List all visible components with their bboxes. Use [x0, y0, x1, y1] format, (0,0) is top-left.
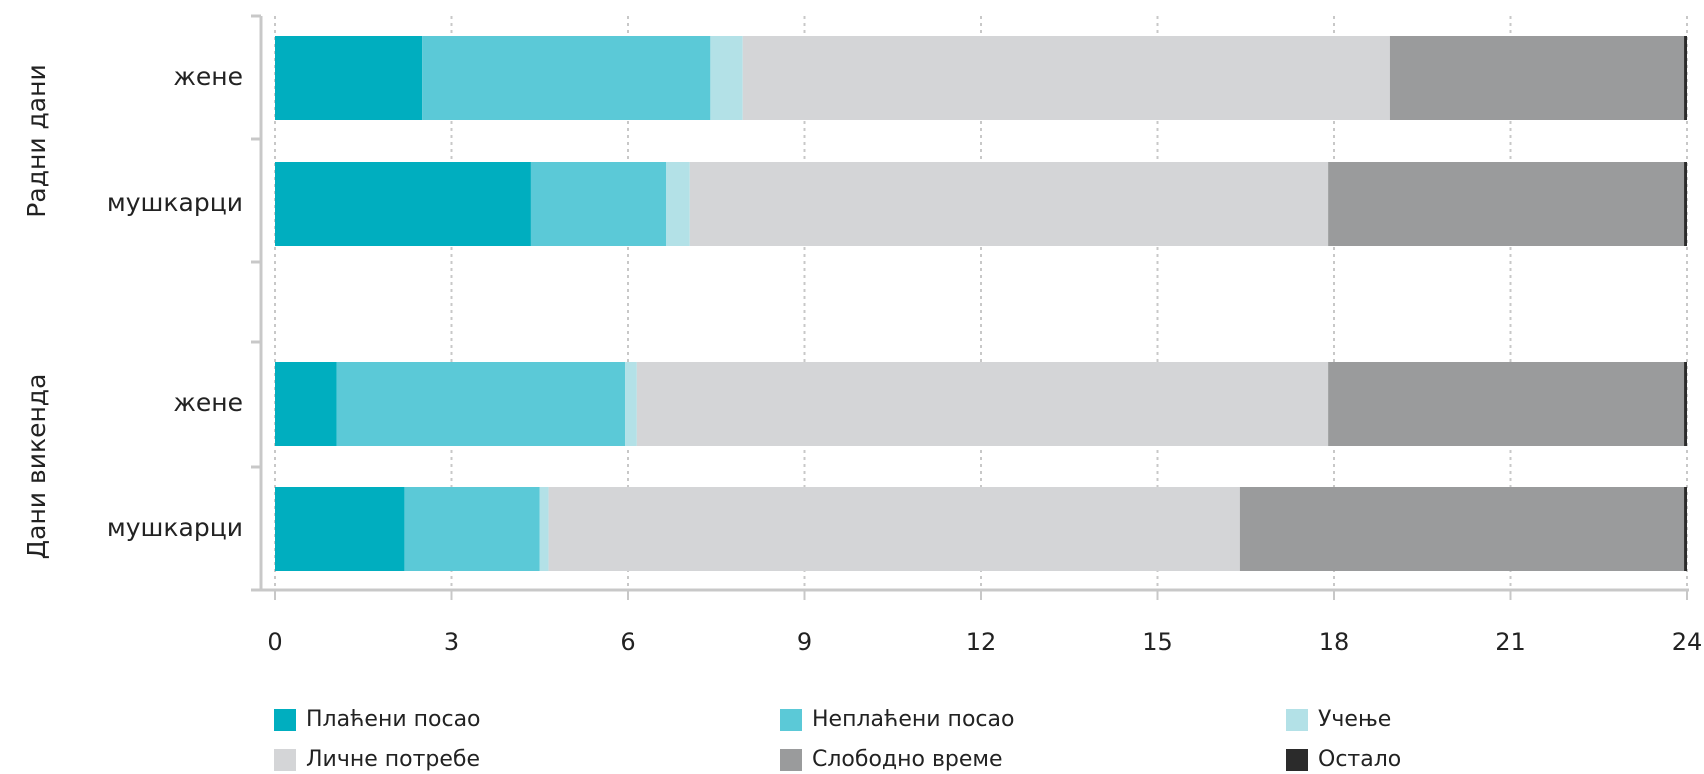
bar-segment	[710, 36, 743, 120]
bar-segment	[530, 162, 667, 246]
legend-swatch	[780, 709, 802, 731]
bar-segment	[742, 36, 1390, 120]
bar-segment	[689, 162, 1329, 246]
legend-label: Плаћени посао	[306, 707, 481, 732]
bar-segment	[422, 36, 711, 120]
x-tick-label: 6	[620, 628, 635, 656]
bar-segment	[539, 487, 549, 571]
legend-label: Неплаћени посао	[812, 707, 1014, 732]
bar-segment	[1684, 487, 1687, 571]
group-label: Радни дани	[22, 64, 51, 217]
x-tick-label: 9	[797, 628, 812, 656]
bar-segment	[625, 362, 637, 446]
bar-segment	[275, 36, 423, 120]
x-tick-label: 18	[1319, 628, 1350, 656]
bar-segment	[1328, 362, 1685, 446]
legend-swatch	[780, 749, 802, 771]
legend-label: Слободно време	[812, 747, 1003, 772]
bar-segment	[275, 487, 405, 571]
group-label: Дани викенда	[22, 374, 51, 560]
x-tick-label: 15	[1142, 628, 1173, 656]
legend-swatch	[274, 709, 296, 731]
bar-segment	[1389, 36, 1685, 120]
category-label: жене	[173, 388, 243, 417]
legend-swatch	[1286, 709, 1308, 731]
category-label: мушкарци	[107, 513, 243, 542]
bar-segment	[666, 162, 690, 246]
x-tick-label: 24	[1672, 628, 1703, 656]
legend-swatch	[274, 749, 296, 771]
bar-segment	[548, 487, 1240, 571]
bar-segment	[1684, 162, 1687, 246]
bar-segment	[275, 162, 531, 246]
category-label: жене	[173, 62, 243, 91]
legend-label: Остало	[1318, 747, 1401, 772]
bar-segment	[404, 487, 540, 571]
bar-segment	[1328, 162, 1685, 246]
x-tick-label: 12	[966, 628, 997, 656]
legend-label: Личне потребе	[306, 747, 480, 772]
bar-segment	[1239, 487, 1685, 571]
legend-label: Учење	[1318, 707, 1391, 732]
x-tick-label: 21	[1495, 628, 1526, 656]
bar-segment	[336, 362, 626, 446]
bar-segment	[275, 362, 337, 446]
category-label: мушкарци	[107, 188, 243, 217]
bar-segment	[636, 362, 1329, 446]
x-tick-label: 0	[267, 628, 282, 656]
bar-segment	[1684, 36, 1687, 120]
x-tick-label: 3	[444, 628, 459, 656]
bar-segment	[1684, 362, 1687, 446]
legend-swatch	[1286, 749, 1308, 771]
